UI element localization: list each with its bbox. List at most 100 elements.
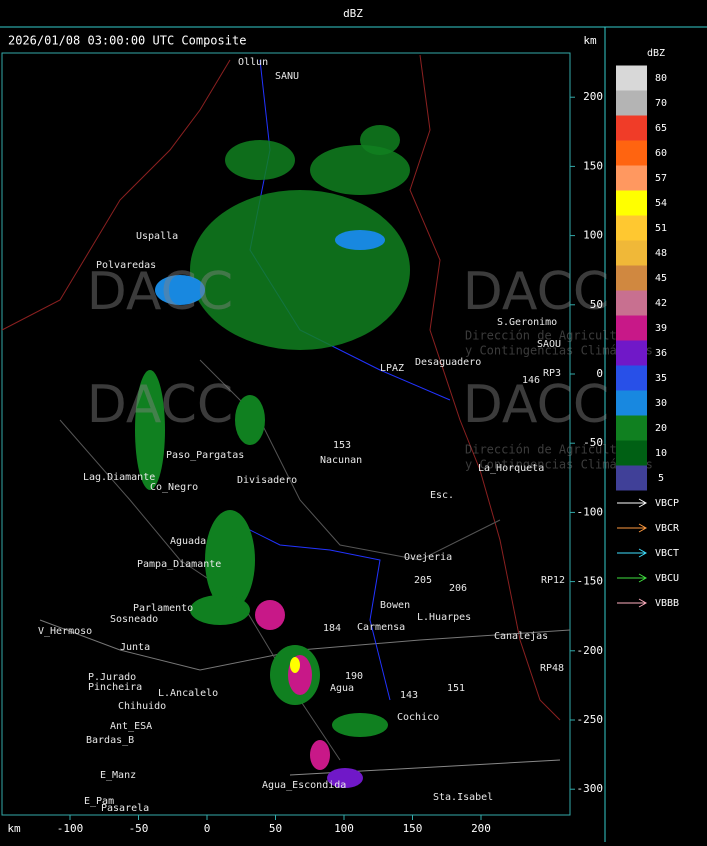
- map-title: 2026/01/08 03:00:00 UTC Composite: [8, 34, 246, 48]
- scale-label: 51: [655, 223, 667, 234]
- place-label: 153: [333, 440, 351, 451]
- color-swatch: [616, 340, 647, 366]
- place-label: Ollun: [238, 57, 268, 68]
- x-tick-label: 200: [471, 822, 491, 835]
- radar-label: VBCR: [655, 523, 680, 534]
- echo: [235, 395, 265, 445]
- echo: [255, 600, 285, 630]
- place-label: Co_Negro: [150, 482, 198, 493]
- scale-label: 48: [655, 248, 667, 259]
- y-tick-label: 50: [590, 298, 603, 311]
- echo: [310, 145, 410, 195]
- echo: [335, 230, 385, 250]
- radar-echoes: [135, 125, 410, 788]
- place-label: SAOU: [537, 339, 561, 350]
- place-label: S.Geronimo: [497, 317, 557, 328]
- radar-label: VBCP: [655, 498, 679, 509]
- radar-arrow-head: [638, 573, 648, 583]
- place-label: RP12: [541, 575, 565, 586]
- color-swatch: [616, 190, 647, 216]
- axes: -100 -50 0 50 100 150 200 200 150 100 50 0 -50 -100 -1…: [57, 90, 603, 835]
- scale-label: 30: [655, 398, 667, 409]
- place-label: 151: [447, 683, 465, 694]
- map-frame: [1, 52, 571, 816]
- radar-arrow-head: [638, 523, 648, 533]
- x-tick-label: 150: [403, 822, 423, 835]
- echo: [190, 190, 410, 350]
- place-label: 206: [449, 583, 467, 594]
- header-title: dBZ: [343, 7, 363, 20]
- echo: [225, 140, 295, 180]
- place-label: E_Manz: [100, 770, 136, 781]
- watermark-logo: DACC: [87, 262, 233, 322]
- places: Ollun SANU Uspalla Polvaredas Desaguadero S.G…: [38, 57, 565, 814]
- place-label: Agua: [330, 683, 354, 694]
- place-label: Lag.Diamante: [83, 472, 155, 483]
- color-swatch: [616, 165, 647, 191]
- place-label: Divisadero: [237, 475, 297, 486]
- place-label: Chihuido: [118, 701, 166, 712]
- place-label: Aguada: [170, 536, 206, 547]
- y-tick-label: 100: [583, 229, 603, 242]
- border: [1, 59, 231, 331]
- color-swatch: [616, 265, 647, 291]
- place-label: L.Huarpes: [417, 612, 471, 623]
- x-tick-label: 0: [204, 822, 211, 835]
- color-swatch: [616, 240, 647, 266]
- scale-label: 57: [655, 173, 667, 184]
- color-swatch: [616, 140, 647, 166]
- legend-title: dBZ: [647, 48, 665, 59]
- place-label: Pasarela: [101, 803, 149, 814]
- watermark-text: y Contingencias Climáticas: [465, 344, 653, 358]
- place-label: RP48: [540, 663, 564, 674]
- place-label: RP3: [543, 368, 561, 379]
- watermark-text: Dirección de Agricultura: [465, 329, 638, 343]
- scale-label: 10: [655, 448, 667, 459]
- scale-label: 36: [655, 348, 667, 359]
- color-swatch: [616, 465, 647, 491]
- y-tick-label: -300: [577, 782, 604, 795]
- x-tick-label: -100: [57, 822, 84, 835]
- y-tick-label: -100: [577, 505, 604, 518]
- place-label: Agua_Escondida: [262, 780, 346, 791]
- y-tick-label: 0: [596, 367, 603, 380]
- place-label: E_Pam: [84, 796, 114, 807]
- place-label: Pampa_Diamante: [137, 559, 221, 570]
- place-label: Polvaredas: [96, 260, 156, 271]
- y-tick-label: -200: [577, 644, 604, 657]
- place-label: Uspalla: [136, 231, 178, 242]
- echo: [327, 768, 363, 788]
- scale-label: 42: [655, 298, 667, 309]
- place-label: Carmensa: [357, 622, 405, 633]
- scale-label: 5: [658, 473, 664, 484]
- watermark-logo: DACC: [463, 262, 609, 322]
- y-tick-label: -50: [583, 436, 603, 449]
- place-label: 205: [414, 575, 432, 586]
- radar-label: VBCU: [655, 573, 679, 584]
- radar-label: VBCT: [655, 548, 679, 559]
- color-swatch: [616, 390, 647, 416]
- place-label: Sta.Isabel: [433, 792, 493, 803]
- place-label: 184: [323, 623, 341, 634]
- river: [229, 519, 391, 701]
- color-swatch: [616, 115, 647, 141]
- echo: [205, 510, 255, 610]
- border: [39, 619, 571, 671]
- scale-label: 20: [655, 423, 667, 434]
- place-label: Junta: [120, 642, 150, 653]
- place-label: Bowen: [380, 600, 410, 611]
- scale-label: 54: [655, 198, 667, 209]
- y-tick-label: -150: [577, 575, 604, 588]
- x-tick-label: -50: [129, 822, 149, 835]
- radar-arrow-head: [638, 598, 648, 608]
- watermark-logo: DACC: [87, 375, 233, 435]
- color-swatch: [616, 215, 647, 241]
- x-tick-label: 50: [269, 822, 282, 835]
- place-label: Paso_Pargatas: [166, 450, 244, 461]
- watermark-logo: DACC: [463, 375, 609, 435]
- echo: [310, 740, 330, 770]
- scale-label: 39: [655, 323, 667, 334]
- echo: [290, 657, 300, 673]
- border: [409, 54, 561, 721]
